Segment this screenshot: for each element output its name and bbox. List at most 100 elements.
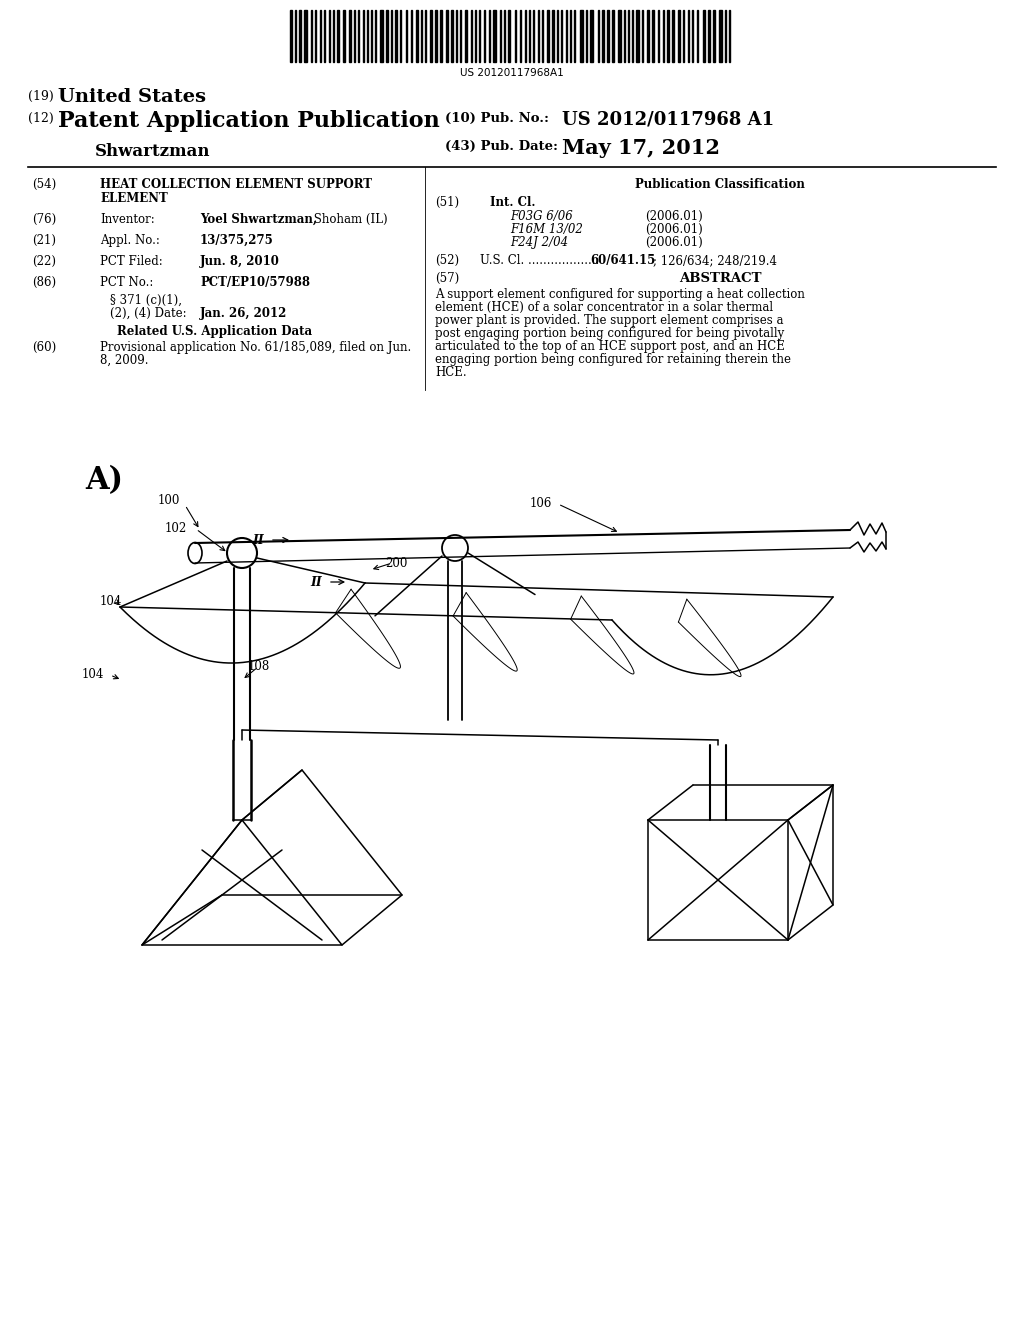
Text: (2006.01): (2006.01) [645, 223, 702, 236]
Text: (86): (86) [32, 276, 56, 289]
Text: 60/641.15: 60/641.15 [590, 253, 655, 267]
Text: post engaging portion being configured for being pivotally: post engaging portion being configured f… [435, 327, 784, 341]
Bar [607, 11, 609, 62]
Bar [430, 11, 432, 62]
Text: HEAT COLLECTION ELEMENT SUPPORT: HEAT COLLECTION ELEMENT SUPPORT [100, 178, 372, 191]
Bar [349, 11, 351, 62]
Text: 106: 106 [530, 498, 552, 510]
Bar [652, 11, 654, 62]
Text: element (HCE) of a solar concentrator in a solar thermal: element (HCE) of a solar concentrator in… [435, 301, 773, 314]
Text: 13/375,275: 13/375,275 [200, 234, 273, 247]
Bar [547, 11, 549, 62]
Text: HCE.: HCE. [435, 366, 467, 379]
Text: engaging portion being configured for retaining therein the: engaging portion being configured for re… [435, 352, 791, 366]
Text: (19): (19) [28, 90, 53, 103]
Text: II: II [310, 576, 322, 589]
Text: (10) Pub. No.:: (10) Pub. No.: [445, 112, 549, 125]
Text: 200: 200 [385, 557, 408, 570]
Text: II: II [252, 535, 264, 546]
Text: Jan. 26, 2012: Jan. 26, 2012 [200, 308, 288, 319]
Text: PCT/EP10/57988: PCT/EP10/57988 [200, 276, 310, 289]
Bar [636, 11, 639, 62]
Bar [580, 11, 583, 62]
Bar [343, 11, 345, 62]
Bar [435, 11, 437, 62]
Text: (54): (54) [32, 178, 56, 191]
Text: ABSTRACT: ABSTRACT [679, 272, 761, 285]
Text: PCT No.:: PCT No.: [100, 276, 154, 289]
Text: Related U.S. Application Data: Related U.S. Application Data [118, 325, 312, 338]
Bar [719, 11, 722, 62]
Text: Patent Application Publication: Patent Application Publication [58, 110, 439, 132]
Bar [493, 11, 496, 62]
Text: 102: 102 [165, 521, 187, 535]
Text: ; 126/634; 248/219.4: ; 126/634; 248/219.4 [653, 253, 777, 267]
Text: power plant is provided. The support element comprises a: power plant is provided. The support ele… [435, 314, 783, 327]
Text: (21): (21) [32, 234, 56, 247]
Text: United States: United States [58, 88, 206, 106]
Text: US 2012/0117968 A1: US 2012/0117968 A1 [562, 110, 774, 128]
Text: May 17, 2012: May 17, 2012 [562, 139, 720, 158]
Bar [647, 11, 649, 62]
Text: Shwartzman: Shwartzman [95, 143, 211, 160]
Bar [380, 11, 383, 62]
Text: Publication Classification: Publication Classification [635, 178, 805, 191]
Text: A): A) [85, 465, 123, 496]
Bar [451, 11, 453, 62]
Text: Shoham (IL): Shoham (IL) [310, 213, 388, 226]
Text: F03G 6/06: F03G 6/06 [510, 210, 572, 223]
Bar [386, 11, 388, 62]
Text: (2), (4) Date:: (2), (4) Date: [110, 308, 186, 319]
Bar [667, 11, 669, 62]
Text: 8, 2009.: 8, 2009. [100, 354, 148, 367]
Bar [416, 11, 418, 62]
Text: (76): (76) [32, 213, 56, 226]
Text: 108: 108 [248, 660, 270, 673]
Bar [672, 11, 674, 62]
Bar [618, 11, 621, 62]
Text: 104: 104 [100, 595, 123, 609]
Bar [446, 11, 449, 62]
Text: F24J 2/04: F24J 2/04 [510, 236, 568, 249]
Bar [440, 11, 442, 62]
Text: 100: 100 [158, 494, 180, 507]
Text: (2006.01): (2006.01) [645, 236, 702, 249]
Bar [299, 11, 301, 62]
Text: (52): (52) [435, 253, 459, 267]
Text: U.S. Cl. ...................: U.S. Cl. ................... [480, 253, 603, 267]
Text: (57): (57) [435, 272, 459, 285]
Bar [304, 11, 307, 62]
Text: (22): (22) [32, 255, 56, 268]
Bar [678, 11, 680, 62]
Text: Inventor:: Inventor: [100, 213, 155, 226]
Text: Jun. 8, 2010: Jun. 8, 2010 [200, 255, 280, 268]
Text: US 20120117968A1: US 20120117968A1 [460, 69, 564, 78]
Bar [590, 11, 593, 62]
Text: F16M 13/02: F16M 13/02 [510, 223, 583, 236]
Text: (12): (12) [28, 112, 53, 125]
Text: Int. Cl.: Int. Cl. [490, 195, 536, 209]
Bar [703, 11, 705, 62]
Bar [290, 11, 292, 62]
Bar [395, 11, 397, 62]
Bar [612, 11, 614, 62]
Bar [337, 11, 339, 62]
Bar [602, 11, 604, 62]
Text: PCT Filed:: PCT Filed: [100, 255, 163, 268]
Text: 104: 104 [82, 668, 104, 681]
Text: (51): (51) [435, 195, 459, 209]
Text: A support element configured for supporting a heat collection: A support element configured for support… [435, 288, 805, 301]
Text: Yoel Shwartzman,: Yoel Shwartzman, [200, 213, 317, 226]
Bar [552, 11, 554, 62]
Text: ELEMENT: ELEMENT [100, 191, 168, 205]
Text: (43) Pub. Date:: (43) Pub. Date: [445, 140, 558, 153]
Text: Appl. No.:: Appl. No.: [100, 234, 160, 247]
Text: (2006.01): (2006.01) [645, 210, 702, 223]
Bar [713, 11, 715, 62]
Text: articulated to the top of an HCE support post, and an HCE: articulated to the top of an HCE support… [435, 341, 784, 352]
Bar [465, 11, 467, 62]
Text: § 371 (c)(1),: § 371 (c)(1), [110, 294, 182, 308]
Bar [508, 11, 510, 62]
Text: Provisional application No. 61/185,089, filed on Jun.: Provisional application No. 61/185,089, … [100, 341, 412, 354]
Text: (60): (60) [32, 341, 56, 354]
